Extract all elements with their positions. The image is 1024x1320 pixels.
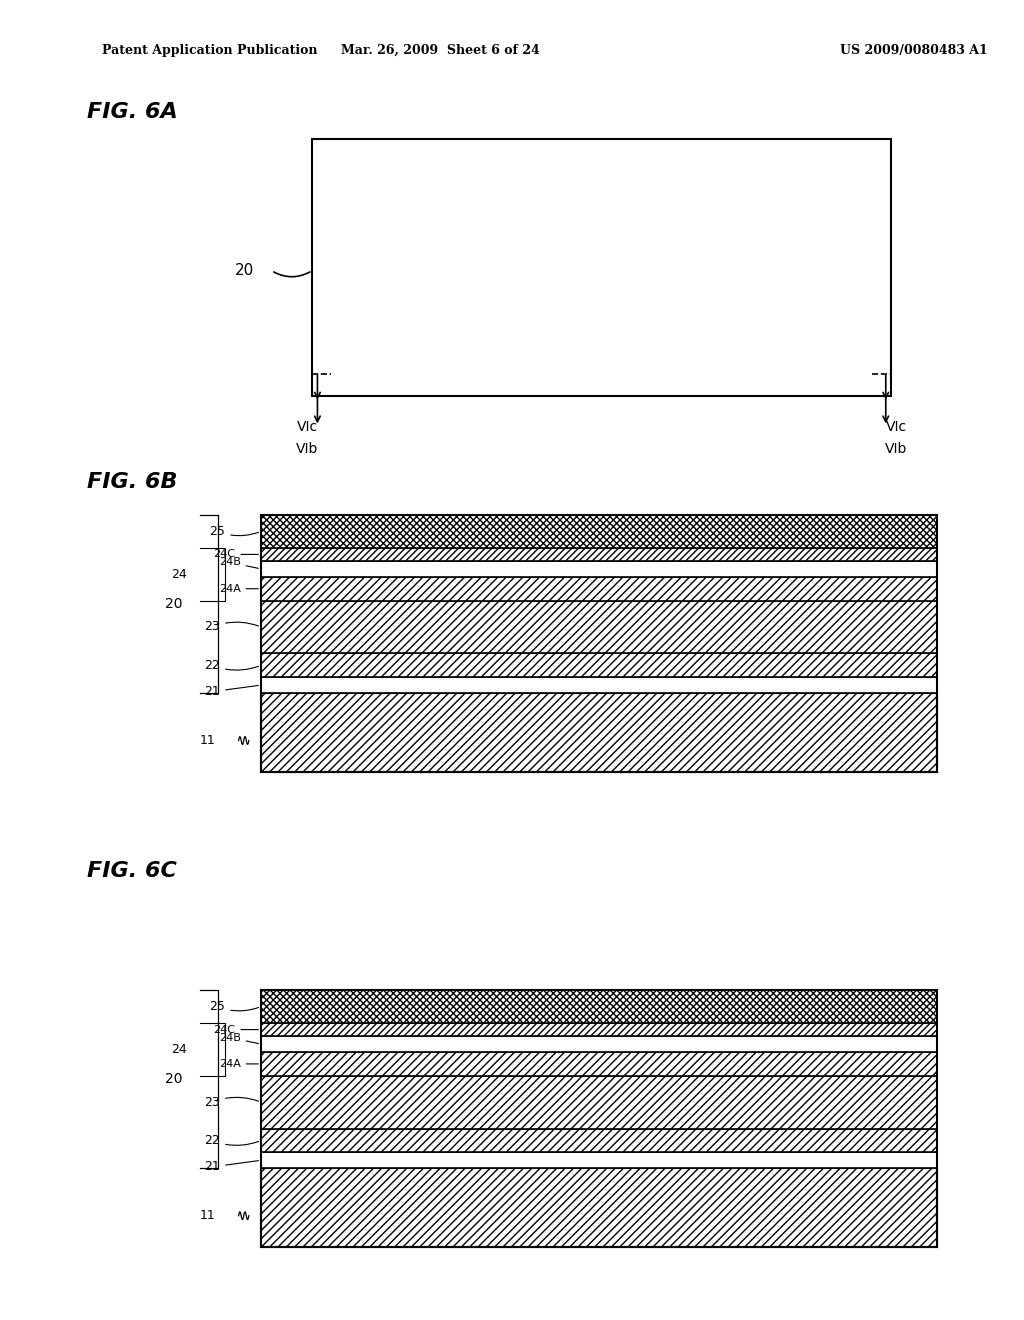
Bar [261, 1129, 937, 1152]
Text: 24A: 24A [219, 583, 258, 594]
Text: VIc: VIc [297, 420, 317, 434]
Text: 24C: 24C [214, 549, 258, 560]
Bar [261, 577, 937, 601]
Text: 21: 21 [205, 685, 258, 698]
Bar [261, 990, 937, 1023]
Text: 24C: 24C [214, 1024, 258, 1035]
Text: FIG. 6C: FIG. 6C [87, 861, 177, 882]
Bar [261, 601, 937, 653]
Bar [261, 548, 937, 561]
Bar [261, 653, 937, 677]
Text: 22: 22 [205, 659, 258, 672]
Text: 22: 22 [205, 1134, 258, 1147]
Bar [261, 561, 937, 577]
Text: VIb: VIb [885, 442, 907, 457]
Bar [261, 1168, 937, 1247]
Bar [261, 1036, 937, 1052]
Text: 23: 23 [205, 620, 258, 634]
Bar [261, 1052, 937, 1076]
Bar [261, 1076, 937, 1129]
Text: FIG. 6B: FIG. 6B [87, 471, 177, 492]
Text: 20: 20 [165, 1072, 183, 1086]
Text: 20: 20 [234, 263, 254, 279]
Text: 21: 21 [205, 1160, 258, 1173]
Text: 25: 25 [209, 1001, 258, 1012]
Bar [312, 139, 891, 396]
Bar [261, 693, 937, 772]
Text: VIc: VIc [886, 420, 906, 434]
Text: 11: 11 [200, 734, 215, 747]
Bar [261, 990, 937, 1247]
Bar [261, 677, 937, 693]
Text: 24B: 24B [219, 1032, 258, 1044]
Text: 24: 24 [171, 1043, 187, 1056]
Text: 24A: 24A [219, 1059, 258, 1069]
Bar [261, 515, 937, 548]
Text: 24B: 24B [219, 557, 258, 569]
Text: US 2009/0080483 A1: US 2009/0080483 A1 [840, 44, 987, 57]
Text: 11: 11 [200, 1209, 215, 1222]
Text: Patent Application Publication: Patent Application Publication [102, 44, 317, 57]
Bar [261, 515, 937, 772]
Text: Mar. 26, 2009  Sheet 6 of 24: Mar. 26, 2009 Sheet 6 of 24 [341, 44, 540, 57]
Text: 25: 25 [209, 525, 258, 537]
Text: VIb: VIb [296, 442, 318, 457]
Text: 20: 20 [165, 597, 183, 611]
Text: 23: 23 [205, 1096, 258, 1109]
Text: FIG. 6A: FIG. 6A [87, 102, 178, 123]
Bar [261, 1152, 937, 1168]
Text: 24: 24 [171, 568, 187, 581]
Bar [261, 1023, 937, 1036]
